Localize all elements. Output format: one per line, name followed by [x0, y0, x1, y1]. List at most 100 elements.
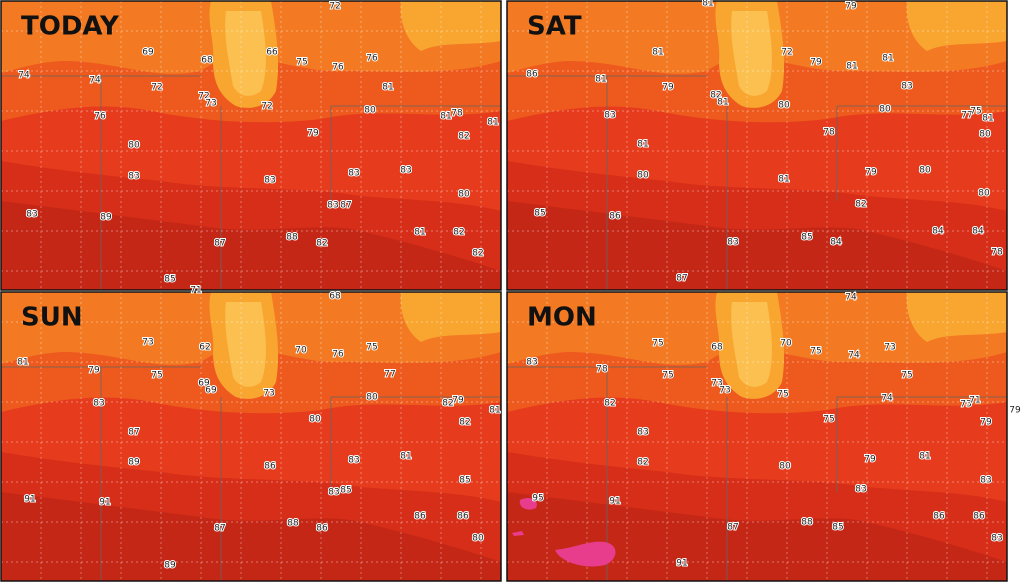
temperature: 75 — [652, 339, 663, 349]
temperature: 84 — [932, 227, 944, 237]
temperature: 85 — [801, 233, 812, 243]
panel-border — [506, 291, 1008, 582]
temperature: 75 — [970, 107, 981, 117]
temperature: 82 — [604, 399, 615, 409]
temperature: 75 — [662, 371, 673, 381]
temperature: 73 — [884, 343, 895, 353]
temperature: 79 — [980, 418, 992, 428]
temperature: 81 — [778, 175, 789, 185]
panel-border — [0, 291, 502, 582]
temperature: 76 — [366, 54, 378, 64]
temperature: 81 — [487, 118, 498, 128]
temperature: 75 — [366, 343, 377, 353]
temperature: 81 — [652, 48, 663, 58]
temperature: 79 — [452, 396, 464, 406]
temperature: 81 — [717, 98, 728, 108]
temperature: 91 — [609, 497, 620, 507]
temperature: 80 — [778, 101, 790, 111]
temperature: 80 — [779, 462, 791, 472]
temperature: 85 — [459, 476, 470, 486]
temperature: 80 — [978, 189, 990, 199]
temperature: 83 — [855, 485, 866, 495]
temperature: 89 — [128, 458, 140, 468]
temperature: 72 — [151, 83, 162, 93]
temperature: 75 — [151, 371, 162, 381]
temperature: 81 — [489, 406, 500, 416]
temperature: 79 — [845, 2, 857, 12]
temperature: 83 — [526, 358, 537, 368]
temperature: 75 — [810, 347, 821, 357]
temperature: 89 — [164, 561, 176, 571]
temperature: 83 — [980, 476, 991, 486]
temperature: 83 — [348, 169, 359, 179]
temperature: 85 — [832, 523, 843, 533]
temperature: 82 — [472, 249, 483, 259]
temperature: 84 — [830, 238, 842, 248]
temperature: 83 — [727, 238, 738, 248]
temperature: 81 — [919, 452, 930, 462]
temperature: 87 — [676, 274, 687, 284]
temperature: 74 — [89, 76, 101, 86]
temperature: 77 — [961, 111, 972, 121]
temperature: 83 — [637, 428, 648, 438]
temperature: 72 — [261, 102, 272, 112]
temperature: 79 — [307, 129, 319, 139]
temperature: 73 — [711, 379, 722, 389]
temperature: 73 — [205, 99, 216, 109]
temperature: 85 — [164, 275, 175, 285]
temperature: 75 — [296, 58, 307, 68]
panels — [0, 0, 1008, 582]
temperature: 79 — [864, 455, 876, 465]
temperature: 81 — [846, 62, 857, 72]
temperature: 77 — [384, 370, 395, 380]
temperature: 80 — [128, 141, 140, 151]
map-panel — [507, 1, 1007, 290]
temperature: 87 — [128, 428, 139, 438]
temperature: 83 — [93, 399, 104, 409]
temperature: 83 — [400, 166, 411, 176]
temperature: 95 — [532, 494, 543, 504]
temperature: 66 — [266, 48, 278, 58]
map-panel — [507, 292, 1007, 581]
panel-title: MON — [527, 303, 597, 333]
temperature: 74 — [845, 293, 857, 303]
temperature: 85 — [534, 209, 545, 219]
temperature: 80 — [366, 393, 378, 403]
temperature: 86 — [457, 512, 469, 522]
temperature: 73 — [960, 400, 971, 410]
temperature: 68 — [329, 292, 341, 302]
temperature: 74 — [881, 394, 893, 404]
temperature: 91 — [24, 495, 35, 505]
temperature: 81 — [882, 54, 893, 64]
temperature: 76 — [94, 112, 106, 122]
temperature: 75 — [823, 415, 834, 425]
temperature: 76 — [332, 63, 344, 73]
temperature: 75 — [777, 390, 788, 400]
temperature: 78 — [991, 248, 1003, 258]
temperature: 86 — [973, 512, 985, 522]
temperature: 81 — [400, 452, 411, 462]
temperature: 86 — [526, 70, 538, 80]
temperature: 88 — [801, 518, 813, 528]
temperature: 85 — [340, 486, 351, 496]
temperature: 91 — [99, 498, 110, 508]
temperature: 87 — [214, 239, 225, 249]
temperature: 68 — [711, 343, 723, 353]
temperature: 62 — [199, 343, 210, 353]
panel-title: SUN — [21, 303, 83, 333]
temperature: 91 — [676, 559, 687, 569]
temperature: 72 — [329, 2, 340, 12]
temperature: 83 — [327, 201, 338, 211]
temperature: 80 — [637, 171, 649, 181]
temperature: 74 — [848, 351, 860, 361]
temperature: 68 — [201, 56, 213, 66]
temperature: 84 — [972, 227, 984, 237]
temperature: 86 — [316, 524, 328, 534]
temperature: 83 — [901, 82, 912, 92]
temperature: 80 — [472, 534, 484, 544]
temperature: 82 — [316, 239, 327, 249]
temperature: 83 — [128, 172, 139, 182]
temperature: 83 — [604, 111, 615, 121]
